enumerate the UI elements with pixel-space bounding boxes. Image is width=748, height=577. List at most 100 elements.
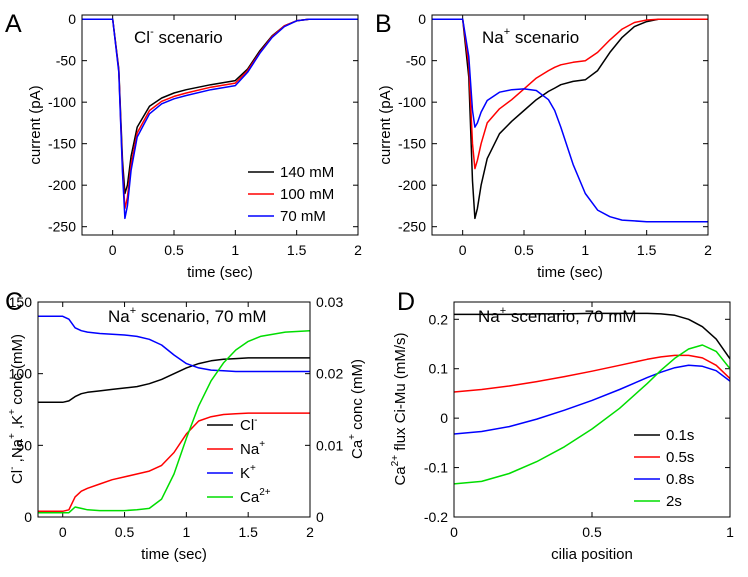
panel-c-legend: Cl- Na+ K+ Ca2+	[207, 415, 271, 506]
panel-a-xtick-label: 0	[109, 242, 117, 258]
panel-a: A Cl- scenario 0 0.5 1 1.5 2 0 -50 -100 -150 -200…	[5, 10, 362, 281]
panel-b-ytick-label: 0	[418, 11, 426, 27]
panel-b-letter: B	[375, 10, 392, 38]
panel-a-ytick-label: -50	[56, 53, 76, 69]
panel-c-ytick-label-right: 0	[316, 509, 324, 525]
panel-a-curves	[82, 18, 358, 220]
legend-label-cl: Cl-	[240, 415, 258, 434]
panel-b-ytick-label: -150	[398, 136, 426, 152]
panel-d-xtick-label: 1	[726, 524, 734, 540]
panel-c-series-na	[38, 412, 310, 513]
panel-a-xtick-label: 1.5	[287, 242, 307, 258]
legend-label-0-5s: 0.5s	[666, 449, 694, 466]
panel-c-ytick-label-right: 0.01	[316, 437, 343, 453]
panel-a-ytick-label: -100	[48, 94, 76, 110]
panel-d-xlabel: cilia position	[551, 546, 633, 563]
panel-b-ticks: 0 0.5 1 1.5 2 0 -50 -100 -150 -200 -250	[398, 11, 712, 258]
panel-d-ytick-label: -0.1	[424, 460, 448, 476]
panel-c-ytick-label: 50	[16, 437, 32, 453]
panel-c-letter: C	[5, 288, 23, 316]
panel-a-xtick-label: 0.5	[164, 242, 184, 258]
panel-b-xtick-label: 2	[704, 242, 712, 258]
panel-b: B Na+ scenario 0 0.5 1 1.5 2 0 -50 -100 -150 -200…	[375, 10, 712, 281]
legend-label-140mm: 140 mM	[280, 164, 334, 181]
panel-b-frame	[431, 14, 709, 236]
panel-d-xtick-label: 0.5	[582, 524, 602, 540]
panel-c-title: Na+ scenario, 70 mM	[108, 305, 267, 326]
panel-a-frame	[81, 14, 359, 236]
panel-c-xtick-label: 2	[306, 524, 314, 540]
panel-c-frame	[37, 301, 311, 518]
panel-b-ylabel: current (pA)	[377, 85, 394, 164]
panel-c-series-cl	[38, 357, 310, 404]
panel-c-ytick-label: 150	[9, 294, 33, 310]
panel-c-xtick-label: 1.5	[238, 524, 258, 540]
panel-a-legend: 140 mM 100 mM 70 mM	[248, 164, 334, 225]
panel-d: D Na+ scenario, 70 mM 0 0.5 1-0.2-0.100.10…	[390, 288, 734, 563]
panel-b-ytick-label: -50	[406, 53, 426, 69]
legend-label-k: K+	[240, 463, 256, 482]
panel-a-ytick-label: -200	[48, 177, 76, 193]
panel-b-ytick-label: -250	[398, 219, 426, 235]
panel-c-series-ca2	[38, 329, 311, 514]
legend-label-100mm: 100 mM	[280, 186, 334, 203]
panel-b-xtick-label: 1	[581, 242, 589, 258]
panel-d-series-0-1s	[454, 312, 731, 360]
panel-b-ytick-label: -200	[398, 177, 426, 193]
legend-label-2s: 2s	[666, 493, 682, 510]
panel-a-series-70-mm	[82, 18, 358, 220]
panel-a-ylabel: current (pA)	[27, 85, 44, 164]
panel-d-series-0-5s	[453, 354, 731, 393]
panel-b-xtick-label: 1.5	[637, 242, 657, 258]
panel-b-xlabel: time (sec)	[537, 264, 603, 281]
panel-d-curves	[453, 312, 731, 485]
panel-a-ticks: 0 0.5 1 1.5 2 0 -50 -100 -150 -200 -250	[48, 11, 362, 258]
panel-a-xtick-label: 2	[354, 242, 362, 258]
panel-c-xtick-label: 1	[182, 524, 190, 540]
panel-d-ytick-label: -0.2	[424, 509, 448, 525]
panel-c-ylabel-right: Ca+ conc (mM)	[347, 359, 366, 459]
panel-c-ytick-label: 0	[24, 509, 32, 525]
panel-d-series-0-8s	[453, 364, 731, 435]
panel-d-legend: 0.1s 0.5s 0.8s 2s	[634, 427, 694, 510]
legend-label-0-8s: 0.8s	[666, 471, 694, 488]
panel-d-ytick-label: 0.1	[429, 361, 449, 377]
panel-d-ytick-label: 0.2	[429, 311, 449, 327]
panel-c-xtick-label: 0.5	[115, 524, 135, 540]
panel-d-xtick-label: 0	[450, 524, 458, 540]
panel-d-series-2s	[453, 344, 731, 485]
panel-a-ytick-label: 0	[68, 11, 76, 27]
panel-c-ytick-label-right: 0.02	[316, 366, 343, 382]
panel-b-series-100-mm	[432, 18, 708, 170]
panel-b-series-140-mm	[432, 18, 708, 220]
panel-b-xtick-label: 0	[459, 242, 467, 258]
panel-a-xtick-label: 1	[231, 242, 239, 258]
panel-c: C Na+ scenario, 70 mM 0 0.5 1 1.5 2050100150…	[5, 288, 366, 563]
panel-b-series-70-mm	[432, 18, 708, 223]
panel-a-ytick-label: -250	[48, 219, 76, 235]
panel-b-xtick-label: 0.5	[514, 242, 534, 258]
panel-b-curves	[432, 18, 708, 223]
legend-label-70mm: 70 mM	[280, 208, 326, 225]
panel-a-title: Cl- scenario	[134, 26, 223, 47]
panel-a-letter: A	[5, 10, 22, 38]
panel-c-series-k	[38, 315, 310, 373]
panel-c-curves	[38, 315, 311, 514]
panel-d-letter: D	[397, 288, 415, 316]
legend-label-ca: Ca2+	[240, 487, 271, 506]
panel-b-title: Na+ scenario	[482, 26, 579, 47]
panel-c-ytick-label-right: 0.03	[316, 294, 343, 310]
panel-a-xlabel: time (sec)	[187, 264, 253, 281]
panel-d-ytick-label: 0	[440, 410, 448, 426]
legend-label-na: Na+	[240, 439, 265, 458]
panel-d-frame	[453, 301, 731, 518]
legend-label-0-1s: 0.1s	[666, 427, 694, 444]
panel-b-ytick-label: -100	[398, 94, 426, 110]
panel-d-ylabel: Ca2+ flux Ci-Mu (mM/s)	[390, 332, 409, 485]
panel-c-xtick-label: 0	[59, 524, 67, 540]
panel-c-ylabel-left: Cl- ,Na+ ,K+ conc (mM)	[7, 334, 26, 484]
panel-d-ticks: 0 0.5 1 -0.2 -0.1 0 0.1 0.2	[424, 302, 734, 540]
panel-a-ytick-label: -150	[48, 136, 76, 152]
